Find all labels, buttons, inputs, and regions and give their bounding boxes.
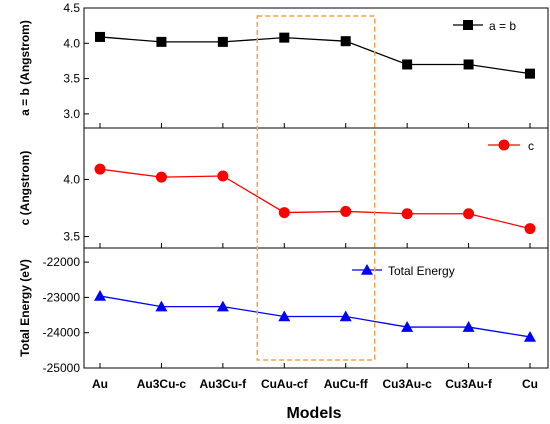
legend: Total Energy: [352, 264, 455, 278]
category-labels: Au Au3Cu-c Au3Cu-f CuAu-cf AuCu-ff Cu3Au-c Cu3…: [92, 377, 538, 391]
legend: c: [488, 139, 534, 153]
x-category-label: CuAu-cf: [261, 377, 309, 391]
x-category-label: Au3Cu-f: [200, 377, 248, 391]
highlight-layer: [256, 15, 376, 361]
panel-frame: [83, 247, 549, 369]
panel-frame: [83, 127, 549, 249]
data-point: [401, 321, 414, 332]
data-point: [278, 310, 291, 322]
x-category-label: Au: [92, 377, 108, 391]
data-point: [401, 208, 413, 220]
y-tick-label: 3.5: [63, 230, 80, 244]
data-point: [524, 223, 536, 235]
y-tick-label: 3.5: [63, 72, 80, 86]
data-point: [217, 170, 229, 182]
data-point: [463, 59, 474, 70]
data-point: [94, 290, 106, 301]
legend-label: c: [528, 139, 534, 153]
data-point: [95, 31, 105, 42]
series-line: [99, 168, 531, 230]
data-point: [155, 300, 168, 312]
panel-frame: [83, 7, 549, 129]
data-point: [524, 330, 536, 342]
y-tick-label: -23000: [43, 290, 81, 304]
y-axis-title: c (Angstrom): [18, 151, 32, 226]
x-category-label: AuCu-ff: [324, 377, 369, 391]
y-tick-label: -22000: [43, 255, 81, 269]
data-point: [340, 205, 352, 217]
legend-marker: [361, 264, 373, 275]
y-tick-label: -24000: [43, 326, 81, 340]
y-axis-title: a = b (Angstrom): [18, 20, 32, 116]
legend-marker: [463, 20, 473, 30]
data-point: [155, 171, 167, 183]
y-tick-label: 4.0: [63, 36, 80, 50]
y-tick-label: -25000: [43, 361, 81, 375]
legend-label: a = b: [489, 19, 516, 33]
panel-3: -22000 -23000 -24000 -25000 Total Energy (eV…: [18, 247, 549, 375]
legend-label: Total Energy: [388, 264, 455, 278]
data-point: [462, 321, 475, 332]
series-line: [99, 295, 531, 338]
panel-1: 3.0 3.5 4.0 4.5 a = b (Angstrom) a = b: [18, 1, 549, 129]
x-category-label: Cu3Au-f: [445, 377, 493, 391]
y-tick-label: 4.5: [63, 1, 80, 15]
y-tick-label: 3.0: [63, 107, 80, 121]
y-axis-title: Total Energy (eV): [18, 259, 32, 357]
data-point: [279, 32, 290, 43]
x-category-label: Cu3Au-c: [382, 377, 432, 391]
x-category-label: Cu: [522, 377, 538, 391]
data-point: [217, 36, 228, 47]
data-point: [340, 36, 351, 47]
y-tick-label: 4.0: [63, 172, 80, 186]
panel-2: 3.5 4.0 c (Angstrom) c: [18, 127, 549, 249]
panels-layer: 3.0 3.5 4.0 4.5 a = b (Angstrom) a = b 3.5 4.0 c…: [18, 1, 549, 375]
data-point: [525, 68, 535, 79]
x-category-label: Au3Cu-c: [137, 377, 187, 391]
legend-marker: [498, 139, 510, 151]
x-axis-title: Models: [286, 405, 341, 422]
series-line: [99, 36, 531, 75]
legend: a = b: [453, 19, 516, 33]
highlight-box: [256, 15, 376, 361]
data-point: [156, 36, 167, 47]
data-point: [278, 207, 290, 219]
data-point: [402, 59, 413, 70]
data-point: [339, 310, 352, 322]
data-point: [94, 163, 106, 175]
data-point: [216, 300, 229, 312]
data-point: [463, 208, 475, 220]
